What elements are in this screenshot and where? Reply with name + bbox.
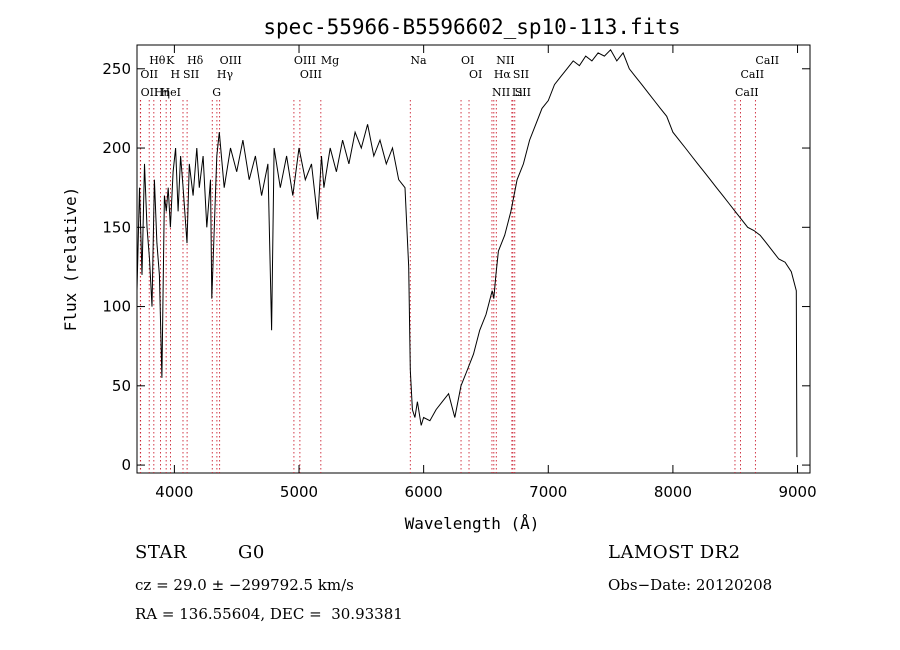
- coordinates: RA = 136.55604, DEC = 30.93381: [135, 605, 403, 623]
- line-label: Hα: [494, 68, 512, 81]
- survey-name: LAMOST DR2: [608, 542, 741, 563]
- line-label: Hγ: [217, 68, 234, 81]
- y-tick-label: 50: [112, 377, 131, 395]
- plot-frame: [136, 44, 811, 474]
- y-tick-label: 0: [121, 456, 131, 474]
- line-label: OIII: [300, 68, 322, 81]
- line-label: Li: [512, 86, 523, 99]
- obs-date: Obs−Date: 20120208: [608, 576, 773, 594]
- x-tick-label: 8000: [654, 483, 692, 501]
- line-label: CaII: [755, 54, 779, 67]
- line-label: G: [212, 86, 221, 99]
- line-label: OII: [141, 86, 159, 99]
- x-tick-label: 5000: [280, 483, 318, 501]
- line-label: Mg: [321, 54, 339, 67]
- x-tick-label: 9000: [778, 483, 816, 501]
- line-label: OIII: [294, 54, 316, 67]
- line-label: NII: [492, 86, 510, 99]
- x-tick-label: 7000: [529, 483, 567, 501]
- x-axis-label: Wavelength (Å): [405, 514, 540, 533]
- line-label: OI: [461, 54, 474, 67]
- y-tick-label: 100: [102, 298, 131, 316]
- y-axis-label: Flux (relative): [61, 187, 80, 332]
- x-axis: 4000 5000 6000 7000 8000 9000: [155, 45, 817, 501]
- spectrum-series-line: [136, 48, 798, 458]
- line-label: SII: [515, 86, 531, 99]
- line-label: Hθ: [149, 54, 166, 67]
- x-tick-label: 4000: [155, 483, 193, 501]
- line-label: Hη: [154, 86, 170, 99]
- line-label: CaII: [740, 68, 764, 81]
- y-tick-label: 200: [102, 139, 131, 157]
- object-subclass: G0: [238, 542, 265, 563]
- line-label: CaII: [735, 86, 759, 99]
- chart-title: spec-55966-B5596602_sp10-113.fits: [263, 15, 680, 39]
- y-tick-label: 150: [102, 218, 131, 236]
- y-tick-label: 250: [102, 60, 131, 78]
- object-class: STAR: [135, 542, 187, 563]
- y-axis: 0 50 100 150 200 250: [102, 60, 810, 474]
- line-label: K: [166, 54, 175, 67]
- line-label: OI: [469, 68, 482, 81]
- redshift-text: cz = 29.0 ± −299792.5 km/s: [135, 576, 354, 594]
- line-label: Hδ: [187, 54, 204, 67]
- line-label: NII: [496, 54, 514, 67]
- line-label: Na: [410, 54, 427, 67]
- x-tick-label: 6000: [405, 483, 443, 501]
- line-label: SII: [183, 68, 199, 81]
- line-label: SII: [513, 68, 529, 81]
- line-label: OII: [140, 68, 158, 81]
- line-label: OIII: [220, 54, 242, 67]
- line-label: H: [171, 68, 181, 81]
- line-label: HeI: [161, 86, 181, 99]
